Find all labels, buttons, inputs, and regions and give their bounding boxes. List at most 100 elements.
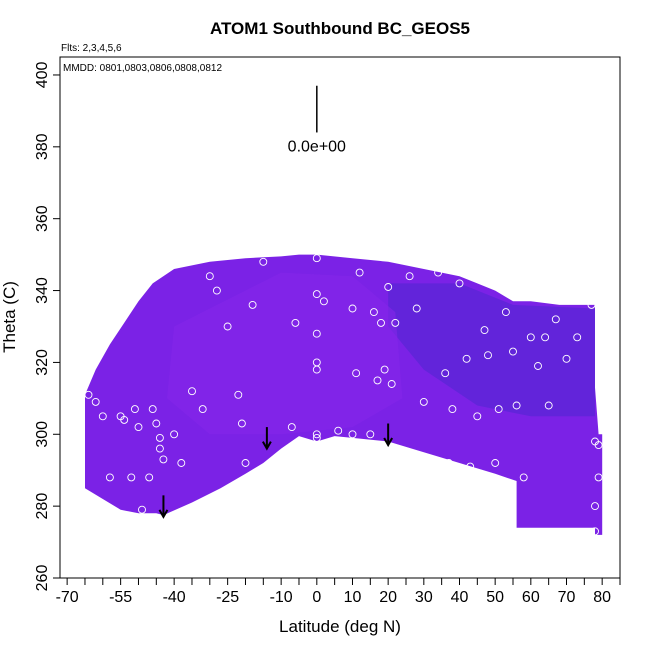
- x-tick-label: 70: [558, 589, 576, 606]
- data-point: [170, 430, 179, 439]
- data-point: [155, 433, 164, 442]
- data-point: [573, 333, 582, 342]
- data-point: [591, 527, 599, 536]
- data-point: [312, 290, 321, 299]
- wind-arrows: [158, 423, 394, 519]
- data-point: [152, 419, 161, 428]
- data-point: [105, 473, 114, 482]
- x-tick-label: 20: [379, 589, 397, 606]
- data-point: [241, 459, 250, 467]
- x-tick-label: 0: [312, 589, 321, 606]
- data-point: [480, 326, 489, 335]
- y-tick-label: 340: [34, 277, 51, 304]
- data-point: [380, 365, 389, 374]
- data-point: [405, 272, 414, 281]
- data-point: [148, 405, 157, 414]
- data-point: [312, 430, 321, 439]
- x-tick-label: 80: [593, 589, 611, 606]
- data-point: [473, 412, 482, 421]
- x-tick-label: -10: [270, 589, 293, 606]
- data-point: [391, 318, 400, 327]
- data-point: [562, 354, 571, 363]
- data-point: [188, 387, 196, 396]
- y-axis: 260 280 300 320 340 360 380 400: [34, 62, 60, 592]
- data-point: [448, 405, 457, 414]
- data-point: [594, 441, 603, 450]
- data-point: [441, 369, 450, 378]
- observation-points: [81, 254, 603, 536]
- data-point: [591, 502, 599, 511]
- data-point: [512, 401, 521, 410]
- data-point: [234, 390, 243, 399]
- data-point: [312, 365, 321, 374]
- data-point: [98, 412, 107, 421]
- data-point: [312, 433, 321, 442]
- data-point: [366, 430, 375, 439]
- data-point: [120, 415, 129, 424]
- data-point: [223, 322, 232, 331]
- data-point: [205, 272, 214, 281]
- data-point: [145, 473, 154, 482]
- x-tick-label: -40: [163, 589, 186, 606]
- chart-title: ATOM1 Southbound BC_GEOS5: [210, 19, 470, 38]
- scale-arrow: 0.0e+00: [288, 85, 346, 155]
- data-point: [212, 286, 221, 295]
- y-tick-label: 260: [34, 565, 51, 592]
- data-point: [348, 304, 357, 313]
- x-tick-label: -25: [216, 589, 239, 606]
- data-point: [419, 397, 428, 406]
- data-point: [237, 419, 246, 428]
- data-point: [551, 315, 560, 324]
- y-tick-label: 320: [34, 349, 51, 376]
- data-point: [491, 459, 500, 467]
- data-point: [412, 304, 421, 313]
- data-point: [312, 329, 321, 338]
- y-tick-label: 300: [34, 421, 51, 448]
- field-light-zone: [167, 272, 403, 435]
- field-dark-zone: [388, 283, 595, 417]
- data-point: [287, 423, 296, 432]
- data-point: [91, 397, 100, 406]
- y-tick-label: 280: [34, 493, 51, 520]
- y-axis-label: Theta (C): [0, 281, 19, 353]
- x-tick-label: 10: [344, 589, 362, 606]
- data-point: [587, 300, 596, 309]
- y-tick-label: 400: [34, 62, 51, 89]
- dates-annotation: MMDD: 0801,0803,0806,0808,0812: [63, 63, 222, 74]
- data-point: [248, 300, 257, 309]
- data-point: [484, 351, 492, 360]
- color-field: [85, 254, 603, 535]
- data-point: [369, 308, 378, 317]
- data-point: [130, 405, 139, 414]
- y-tick-label: 380: [34, 133, 51, 160]
- data-point: [312, 254, 321, 263]
- data-point: [494, 405, 503, 414]
- x-tick-label: 40: [451, 589, 469, 606]
- wind-arrow-head: [262, 441, 272, 451]
- data-point: [159, 455, 168, 464]
- data-point: [355, 268, 364, 277]
- data-point: [526, 333, 535, 342]
- data-point: [373, 376, 382, 385]
- data-point: [384, 283, 393, 291]
- data-point: [352, 369, 361, 378]
- data-point: [84, 390, 93, 399]
- data-point: [134, 423, 143, 432]
- data-point: [127, 473, 136, 482]
- data-point: [387, 380, 396, 388]
- x-tick-label: 30: [415, 589, 433, 606]
- data-point: [177, 459, 186, 467]
- x-tick-label: -70: [56, 589, 79, 606]
- x-tick-label: -55: [109, 589, 132, 606]
- x-tick-label: 60: [522, 589, 540, 606]
- data-point: [155, 444, 164, 453]
- data-point: [334, 426, 343, 435]
- data-point: [377, 318, 385, 327]
- data-point: [291, 318, 300, 327]
- x-tick-label: 50: [486, 589, 504, 606]
- data-point: [455, 279, 464, 288]
- data-point: [544, 401, 553, 410]
- flights-annotation: Flts: 2,3,4,5,6: [61, 43, 122, 54]
- data-point: [81, 380, 89, 388]
